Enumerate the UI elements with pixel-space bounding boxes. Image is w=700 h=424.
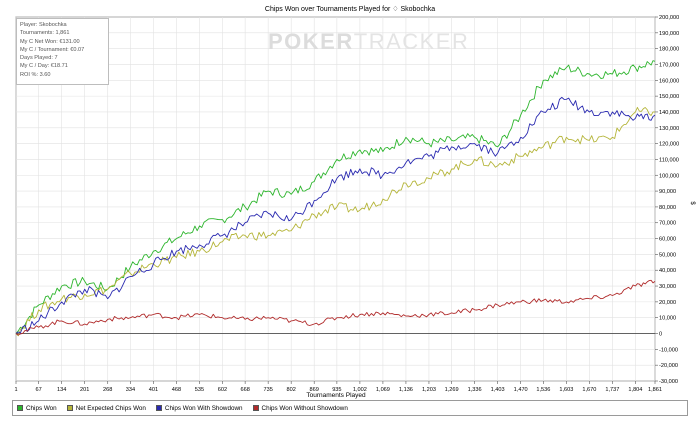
pokertracker-watermark: POKERTRACKER	[268, 29, 469, 55]
plot-frame	[15, 16, 656, 382]
x-tick-label: 401	[149, 387, 158, 393]
x-tick-label: 1,603	[559, 387, 573, 393]
x-tick-label: 1,536	[536, 387, 550, 393]
y-tick-label: 0	[659, 332, 662, 338]
series-line-net-expected-chips-won	[15, 106, 656, 337]
legend-swatch-without-showdown	[252, 405, 259, 411]
y-tick-label: 10,000	[659, 316, 676, 322]
series-line-chips-won	[15, 60, 656, 334]
series-line-chips-won-without-showdown	[15, 279, 656, 336]
legend-item-chips-won[interactable]: Chips Won	[17, 405, 57, 412]
legend-label: Chips Won With Showdown	[164, 404, 243, 412]
x-tick-label: 1,737	[605, 387, 619, 393]
x-tick-label: 935	[332, 387, 341, 393]
info-per-tournament: My C / Tournament: €0.07	[20, 46, 85, 53]
x-tick-label: 1,336	[468, 387, 482, 393]
x-tick-label: 535	[195, 387, 204, 393]
y-tick-label: 140,000	[659, 110, 679, 116]
y-axis-label: $	[689, 201, 695, 205]
y-tick-label: -30,000	[659, 379, 678, 385]
player-info-box: Player: Skobochka Tournaments: 1,861 My …	[16, 18, 109, 85]
info-tournaments: Tournaments: 1,861	[20, 30, 70, 37]
y-tick-label: 160,000	[659, 78, 679, 84]
legend-item-without-showdown[interactable]: Chips Won Without Showdown	[252, 404, 348, 412]
watermark-part1: POKER	[268, 29, 354, 54]
legend-label: Net Expected Chips Won	[75, 404, 146, 412]
grid-layer	[15, 16, 656, 382]
y-tick-label: 60,000	[659, 237, 676, 243]
y-tick-label: 180,000	[659, 47, 679, 53]
info-per-day: My C / Day: €18.71	[20, 63, 68, 70]
y-tick-label: 20,000	[659, 300, 676, 306]
x-tick-label: 1,804	[628, 387, 642, 393]
x-tick-label: 1	[14, 387, 17, 393]
y-tick-label: 80,000	[659, 205, 676, 211]
chart-title: Chips Won over Tournaments Played for ♢ …	[265, 5, 435, 13]
legend-swatch-chips-won	[17, 405, 23, 411]
x-tick-label: 1,470	[514, 387, 528, 393]
x-tick-label: 735	[263, 387, 272, 393]
watermark-part2: TRACKER	[353, 29, 470, 54]
info-roi: ROI %: 3.60	[20, 71, 51, 78]
x-axis-label: Tournaments Played	[306, 392, 366, 399]
y-tick-label: 190,000	[659, 31, 679, 37]
y-tick-label: 170,000	[659, 62, 679, 68]
axis-layer: -30,000 -20,000 -10,000 0 10,000 20,000 30,000…	[14, 15, 679, 393]
y-tick-label: 150,000	[659, 94, 679, 100]
y-tick-label: 70,000	[659, 221, 676, 227]
x-tick-label: 1,269	[445, 387, 459, 393]
x-tick-label: 268	[103, 387, 112, 393]
y-tick-label: 100,000	[659, 173, 679, 179]
legend-swatch-net-expected	[66, 405, 73, 411]
series-layer	[15, 60, 656, 337]
info-player: Player: Skobochka	[20, 22, 67, 28]
y-tick-label: 30,000	[659, 284, 676, 290]
y-tick-label: 90,000	[659, 189, 676, 195]
x-tick-label: 802	[287, 387, 296, 393]
x-tick-label: 67	[36, 387, 42, 393]
x-tick-label: 201	[80, 387, 89, 393]
y-tick-label: 110,000	[659, 157, 679, 163]
legend-item-net-expected[interactable]: Net Expected Chips Won	[66, 404, 146, 412]
legend-label: Chips Won Without Showdown	[261, 404, 348, 412]
x-tick-label: 1,002	[353, 387, 367, 393]
y-tick-label: 120,000	[659, 142, 679, 148]
y-tick-label: 40,000	[659, 268, 676, 274]
x-tick-label: 1,403	[491, 387, 505, 393]
legend-label: Chips Won	[26, 404, 57, 412]
x-tick-label: 1,069	[376, 387, 390, 393]
x-tick-label: 602	[218, 387, 227, 393]
y-tick-label: 50,000	[659, 252, 676, 258]
x-tick-label: 668	[240, 387, 249, 393]
x-tick-label: 134	[57, 387, 66, 393]
x-tick-label: 869	[310, 387, 319, 393]
chart-legend: Chips Won Net Expected Chips Won Chips W…	[12, 400, 688, 416]
x-tick-label: 468	[172, 387, 181, 393]
x-tick-label: 334	[126, 387, 135, 393]
info-net-won: My C Net Won: €131.00	[20, 38, 80, 45]
y-tick-label: -10,000	[659, 347, 678, 353]
x-tick-label: 1,670	[582, 387, 596, 393]
x-tick-label: 1,136	[399, 387, 413, 393]
legend-swatch-with-showdown	[155, 405, 162, 411]
y-tick-label: 130,000	[659, 126, 679, 132]
y-tick-label: 200,000	[659, 15, 679, 21]
info-days-played: Days Played: 7	[20, 55, 58, 62]
series-line-chips-won-with-showdown	[15, 96, 656, 334]
y-tick-label: -20,000	[659, 363, 678, 369]
x-tick-label: 1,203	[422, 387, 436, 393]
x-tick-label: 1,861	[648, 387, 662, 393]
legend-item-with-showdown[interactable]: Chips Won With Showdown	[155, 404, 243, 412]
